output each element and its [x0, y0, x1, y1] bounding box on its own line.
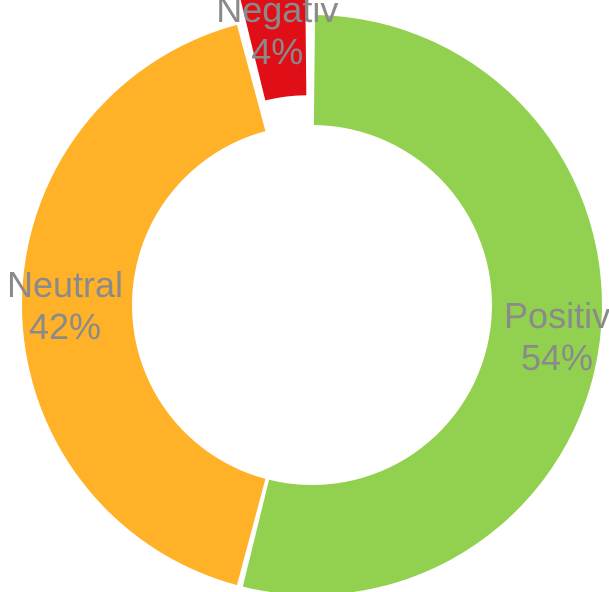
slice-positiv [242, 15, 602, 592]
slice-neutral [21, 24, 266, 586]
slice-category-label: Positiv [504, 295, 609, 336]
slice-value-label: 42% [29, 306, 101, 347]
slices-layer [21, 0, 602, 592]
slice-category-label: Neutral [7, 264, 123, 305]
slice-category-label: Negativ [216, 0, 338, 30]
slice-value-label: 54% [521, 337, 593, 378]
slice-value-label: 4% [251, 31, 303, 72]
slice-negativ [240, 0, 307, 101]
